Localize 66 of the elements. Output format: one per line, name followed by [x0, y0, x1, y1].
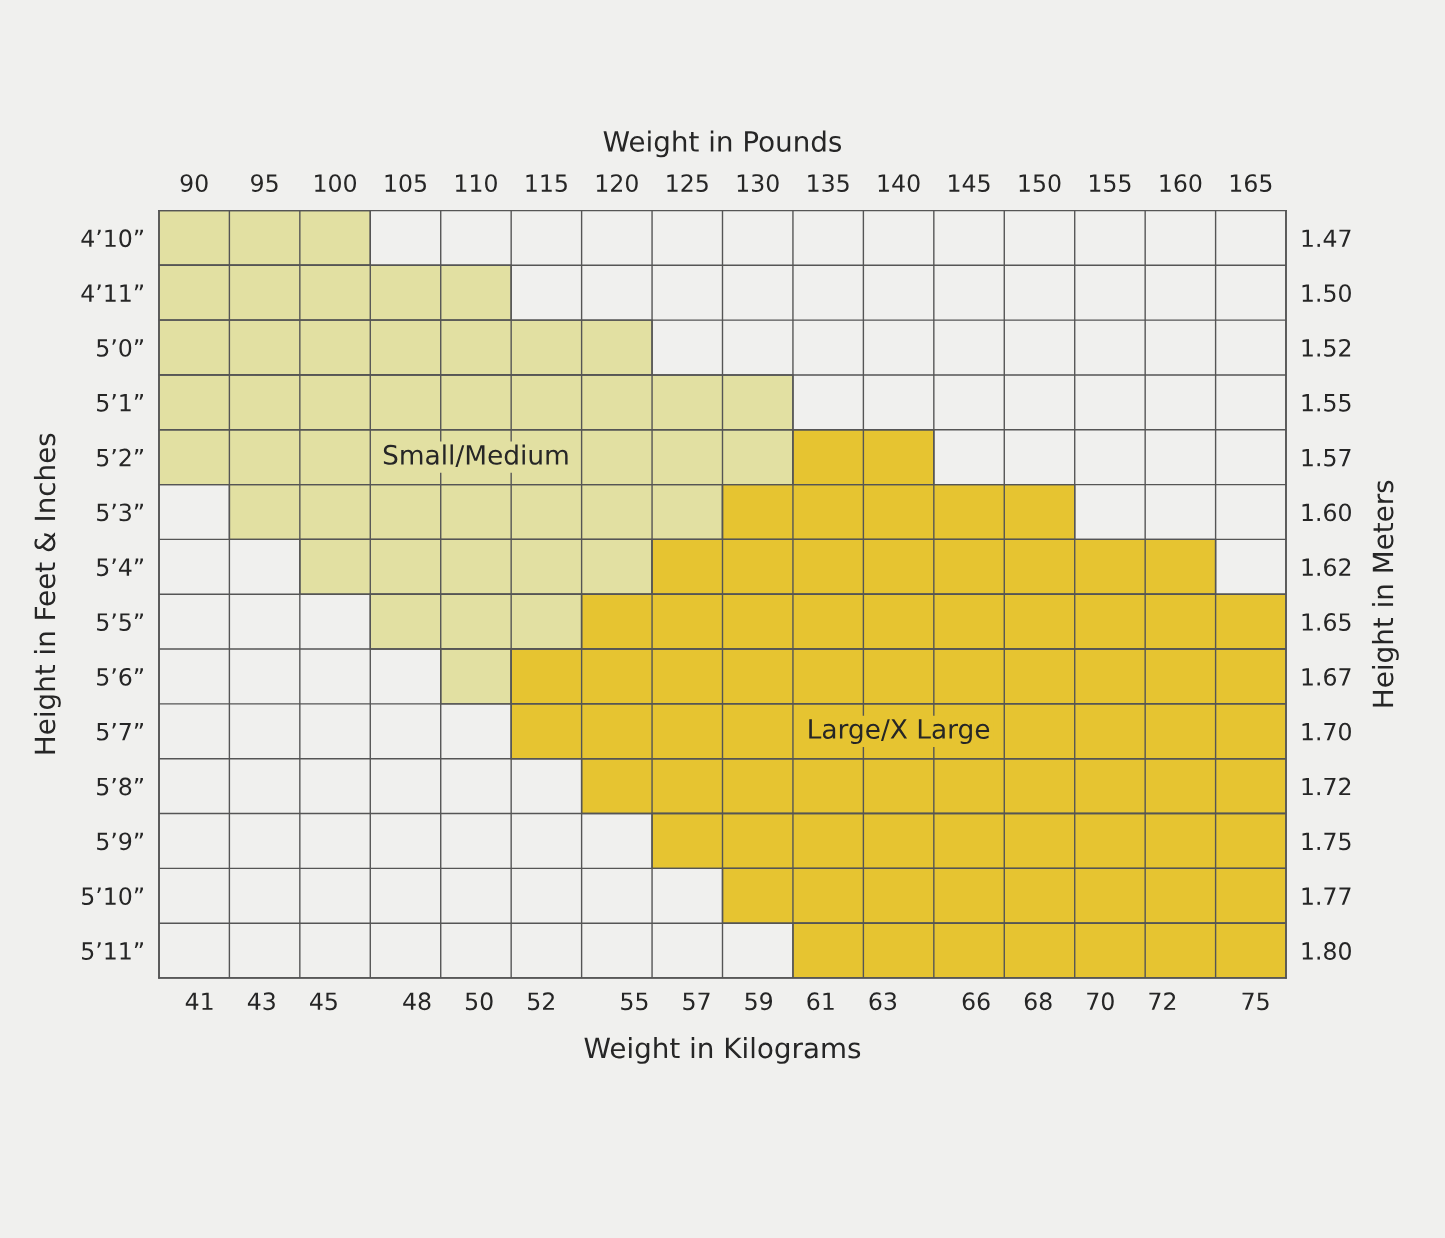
y-tick-label: 5’6” [97, 667, 143, 686]
y-tick-label: 5’9” [97, 832, 143, 851]
y-tick-label: 5’10” [82, 887, 143, 906]
y-tick-label: 5’7” [97, 723, 143, 741]
series-label: Small/Medium [383, 444, 568, 467]
x2-tick-label: 120 [596, 174, 638, 192]
y2-tick-label: 1.75 [1302, 832, 1351, 851]
x2-tick-label: 130 [737, 174, 779, 192]
x2-tick-label: 140 [878, 174, 920, 192]
x-tick-label: 50 [465, 992, 493, 1011]
y2-tick-label: 1.65 [1302, 613, 1351, 631]
y2-tick-label: 1.50 [1302, 284, 1351, 302]
y2-tick-label: 1.55 [1302, 394, 1351, 412]
x-tick-label: 55 [621, 992, 648, 1011]
x-tick-label: 45 [310, 992, 337, 1011]
y2-tick-label: 1.52 [1302, 338, 1351, 357]
x2-tick-label: 145 [949, 174, 990, 192]
y-tick-label: 5’11” [82, 942, 143, 960]
y2-tick-label: 1.60 [1302, 503, 1351, 522]
y-tick-label: 5’0” [97, 338, 143, 357]
x-tick-label: 43 [247, 992, 275, 1011]
x-tick-label: 41 [185, 992, 213, 1010]
x-tick-label: 57 [683, 992, 710, 1011]
x2-tick-label: 95 [251, 174, 278, 192]
x2-tick-label: 155 [1090, 174, 1131, 192]
x2-tick-label: 160 [1160, 174, 1202, 192]
y-tick-label: 5’5” [97, 613, 143, 631]
x2-tick-label: 115 [526, 174, 567, 192]
x2-tick-label: 135 [808, 174, 849, 192]
x-tick-label: 72 [1149, 992, 1176, 1010]
x-tick-label: 61 [807, 992, 834, 1011]
x2-tick-label: 105 [385, 174, 426, 192]
y-tick-label: 5’4” [97, 558, 143, 577]
y2-tick-label: 1.77 [1302, 887, 1351, 905]
series-label: Large/X Large [809, 719, 990, 745]
x-axis-title: Weight in Kilograms [584, 1036, 861, 1064]
y-tick-label: 5’2” [97, 448, 143, 467]
y2-tick-label: 1.72 [1302, 777, 1351, 796]
y-tick-label: 4’11” [81, 284, 143, 302]
x-tick-label: 70 [1087, 992, 1114, 1011]
y-tick-label: 5’1” [97, 394, 143, 412]
y2-tick-label: 1.62 [1302, 558, 1351, 577]
y2-tick-label: 1.57 [1302, 448, 1351, 467]
x2-axis-title: Weight in Pounds [603, 130, 842, 158]
y-tick-label: 5’3” [97, 503, 143, 522]
x2-tick-label: 90 [180, 174, 208, 192]
y-axis-title: Height in Feet & Inches [33, 433, 61, 754]
x2-tick-label: 125 [667, 174, 708, 192]
x2-tick-label: 100 [315, 174, 357, 192]
x-tick-label: 66 [962, 992, 990, 1011]
x-tick-label: 63 [869, 992, 897, 1011]
x2-tick-label: 165 [1230, 174, 1272, 192]
y-tick-label: 5’8” [97, 777, 143, 796]
x-tick-label: 75 [1242, 992, 1269, 1011]
x-tick-label: 52 [528, 992, 554, 1011]
y2-tick-label: 1.70 [1302, 722, 1351, 741]
x-tick-label: 68 [1024, 992, 1052, 1011]
y2-tick-label: 1.67 [1302, 667, 1351, 686]
y-tick-label: 4’10” [81, 229, 143, 248]
y2-axis-title: Height in Meters [1371, 480, 1399, 707]
y2-tick-label: 1.47 [1302, 229, 1351, 247]
x-tick-label: 48 [403, 992, 431, 1011]
y2-tick-label: 1.80 [1302, 942, 1351, 960]
x2-tick-label: 150 [1019, 174, 1061, 192]
x-tick-label: 59 [745, 992, 773, 1011]
x2-tick-label: 110 [456, 174, 497, 192]
